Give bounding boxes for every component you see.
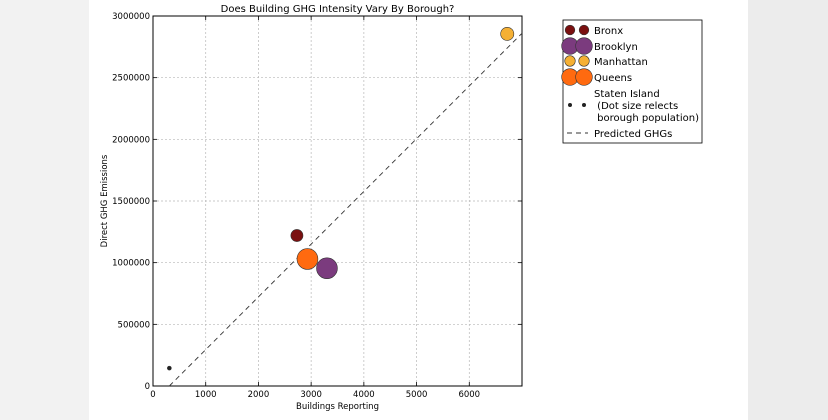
legend-label-bronx: Bronx — [594, 26, 623, 37]
legend-marker-staten-island — [568, 103, 572, 107]
x-axis-label: Buildings Reporting — [296, 402, 379, 412]
legend-marker-queens — [575, 68, 593, 86]
x-axis-ticks: 0 1000 2000 3000 4000 5000 6000 — [150, 16, 480, 400]
legend-label-staten-island: Staten Island — [594, 89, 660, 100]
x-tick-label: 5000 — [406, 390, 428, 400]
point-staten-island — [167, 365, 172, 371]
x-tick-label: 6000 — [458, 390, 480, 400]
y-axis-label: Direct GHG Emissions — [100, 154, 110, 247]
legend-marker-bronx — [578, 24, 590, 36]
legend-label-staten-island-note2: borough population) — [594, 113, 699, 124]
y-tick-label: 500000 — [118, 320, 150, 330]
legend-label-predicted-ghgs: Predicted GHGs — [594, 129, 672, 140]
x-tick-label: 0 — [150, 390, 155, 400]
y-tick-label: 1500000 — [112, 197, 150, 207]
y-tick-label: 3000000 — [112, 12, 150, 22]
predicted-ghg-line — [169, 32, 523, 387]
point-brooklyn — [316, 257, 338, 279]
y-tick-label: 0 — [145, 382, 150, 392]
x-tick-label: 3000 — [300, 390, 322, 400]
legend-label-staten-island-note: (Dot size relects — [594, 101, 678, 112]
legend-marker-bronx — [564, 24, 576, 36]
y-tick-label: 2000000 — [112, 135, 150, 145]
chart-title: Does Building GHG Intensity Vary By Boro… — [221, 4, 455, 15]
data-points — [167, 26, 515, 371]
legend-label-queens: Queens — [594, 73, 632, 84]
y-tick-label: 1000000 — [112, 259, 150, 269]
y-tick-label: 2500000 — [112, 74, 150, 84]
x-tick-label: 4000 — [353, 390, 375, 400]
point-manhattan — [500, 26, 515, 41]
y-axis-ticks: 0 500000 1000000 1500000 2000000 2500000 30000… — [112, 12, 522, 392]
legend: Bronx Brooklyn Manhattan Queens Staten Islan… — [561, 19, 703, 144]
point-bronx — [290, 229, 304, 242]
legend-marker-manhattan — [578, 55, 590, 67]
point-queens — [296, 248, 319, 270]
grid-lines — [153, 16, 522, 386]
legend-marker-staten-island — [582, 103, 586, 107]
x-tick-label: 2000 — [248, 390, 270, 400]
legend-label-manhattan: Manhattan — [594, 57, 648, 68]
legend-marker-manhattan — [564, 55, 576, 67]
legend-marker-brooklyn — [575, 37, 593, 55]
x-tick-label: 1000 — [195, 390, 217, 400]
legend-label-brooklyn: Brooklyn — [594, 42, 638, 53]
scroll-gutter — [748, 0, 828, 420]
